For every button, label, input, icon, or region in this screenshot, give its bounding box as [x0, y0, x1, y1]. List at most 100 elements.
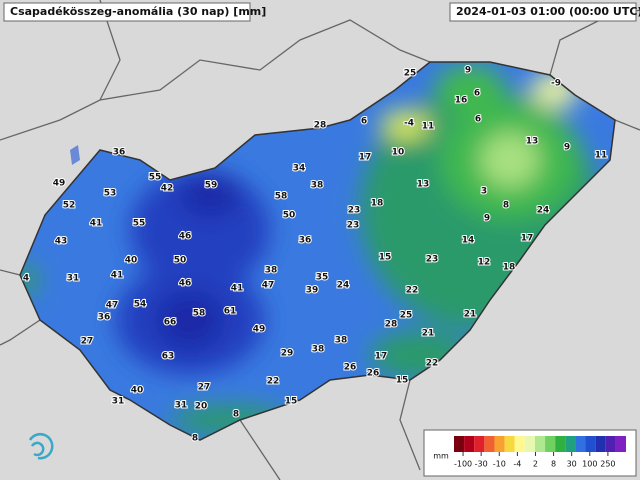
station-value: 22: [267, 377, 280, 387]
timestamp: 2024-01-03 01:00 (00:00 UTC): [456, 5, 640, 18]
station-value: 50: [174, 256, 187, 266]
legend-swatch: [615, 436, 626, 452]
time-box: [449, 2, 637, 22]
legend-swatch: [504, 436, 515, 452]
station-value: 17: [359, 153, 372, 163]
station-value: 47: [106, 301, 119, 311]
station-value: 18: [503, 263, 516, 273]
station-value: 47: [262, 281, 275, 291]
station-value: 49: [253, 325, 266, 335]
legend-swatch: [494, 436, 505, 452]
station-value: 28: [385, 320, 398, 330]
station-value: 15: [396, 376, 409, 386]
station-value: 43: [55, 237, 68, 247]
station-value: 8: [503, 201, 509, 211]
legend-swatch: [474, 436, 485, 452]
station-value: 58: [275, 192, 288, 202]
station-value: 38: [312, 345, 325, 355]
legend-label: -100: [454, 460, 472, 469]
legend-swatch: [534, 436, 546, 452]
station-value: 24: [337, 281, 350, 291]
station-value: 55: [133, 219, 146, 229]
station-value: 25: [404, 69, 417, 79]
station-value: 11: [422, 122, 435, 132]
station-value: 13: [417, 180, 430, 190]
title-box: [3, 2, 251, 22]
legend-swatch: [545, 436, 556, 452]
legend-label: -10: [493, 460, 506, 469]
station-value: 31: [175, 401, 188, 411]
legend-label: 100: [582, 460, 597, 469]
legend-swatch: [585, 436, 596, 452]
station-value: 28: [314, 121, 327, 131]
station-value: 23: [348, 206, 361, 216]
station-value: 40: [131, 386, 144, 396]
legend-swatch: [575, 436, 586, 452]
station-value: 3: [481, 187, 487, 197]
station-value: 53: [104, 189, 117, 199]
legend-swatch: [524, 436, 535, 452]
station-value: 36: [299, 236, 312, 246]
legend-swatch: [565, 436, 576, 452]
station-value: 13: [526, 137, 539, 147]
station-value: 38: [311, 181, 324, 191]
station-value: 66: [164, 318, 177, 328]
station-value: 29: [281, 349, 294, 359]
station-value: 46: [179, 279, 192, 289]
station-value: 8: [233, 410, 239, 420]
title: Csapadékösszeg-anomália (30 nap) [mm]: [10, 5, 266, 18]
station-value: 21: [422, 329, 435, 339]
station-value: -4: [404, 119, 414, 129]
station-value: 17: [375, 352, 388, 362]
station-value: 20: [195, 402, 208, 412]
station-value: 63: [162, 352, 175, 362]
station-value: 58: [193, 309, 206, 319]
station-value: 23: [347, 221, 360, 231]
station-value: 40: [125, 256, 138, 266]
station-value: 22: [426, 359, 439, 369]
legend-label: 2: [533, 460, 538, 469]
station-value: 35: [316, 273, 329, 283]
legend-label: 8: [551, 460, 556, 469]
station-value: 31: [67, 274, 80, 284]
station-value: 25: [400, 311, 413, 321]
station-value: 27: [81, 337, 94, 347]
legend-unit: mm: [433, 452, 449, 461]
station-value: 18: [371, 199, 384, 209]
station-value: 54: [134, 300, 147, 310]
station-value: 9: [564, 143, 570, 153]
station-value: 8: [192, 434, 198, 444]
station-value: 11: [595, 151, 608, 161]
station-value: 38: [265, 266, 278, 276]
station-value: 55: [149, 173, 162, 183]
legend-swatch: [464, 436, 475, 452]
station-value: 38: [335, 336, 348, 346]
legend-swatch: [514, 436, 525, 452]
station-value: 26: [344, 363, 357, 373]
station-value: 42: [161, 184, 174, 194]
station-value: 59: [205, 181, 218, 191]
legend: -100 -30 -10 -4 2 8 30 100 250: [454, 436, 626, 469]
legend-swatch: [595, 436, 606, 452]
legend-swatch: [484, 436, 495, 452]
station-value: 41: [111, 271, 124, 281]
station-value: 39: [306, 286, 319, 296]
station-value: 36: [113, 148, 126, 158]
station-value: 6: [474, 89, 480, 99]
station-value: 41: [231, 284, 244, 294]
station-value: 6: [475, 115, 481, 125]
logo: [28, 433, 54, 460]
station-value: 14: [462, 236, 475, 246]
station-value: 34: [293, 164, 306, 174]
station-value: 36: [98, 313, 111, 323]
station-value: 49: [53, 179, 66, 189]
station-value: 41: [90, 219, 103, 229]
station-value: 15: [379, 253, 392, 263]
station-value: 21: [464, 310, 477, 320]
station-value: 10: [392, 148, 405, 158]
station-value: 46: [179, 232, 192, 242]
station-value: 22: [406, 286, 419, 296]
station-value: 52: [63, 201, 76, 211]
